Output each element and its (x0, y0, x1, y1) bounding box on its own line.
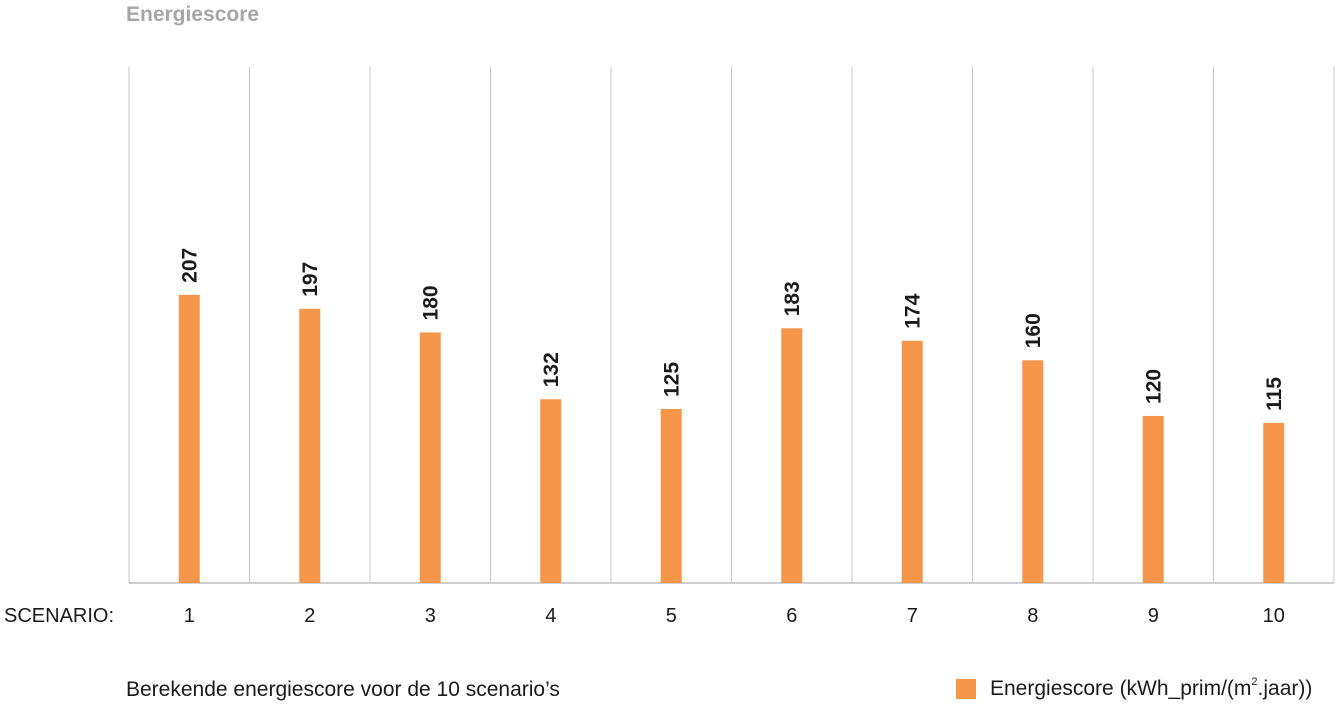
x-tick-label: 9 (1148, 605, 1159, 627)
data-label: 115 (1263, 377, 1286, 411)
bar (781, 328, 803, 583)
data-label: 174 (901, 293, 924, 328)
bar (540, 399, 562, 583)
data-label: 197 (299, 262, 322, 297)
legend-swatch (956, 678, 976, 699)
bar (660, 409, 682, 583)
bar (1263, 422, 1285, 583)
x-tick-label: 8 (1027, 605, 1038, 627)
x-tick-label: 2 (304, 605, 315, 627)
x-tick-label: 10 (1263, 605, 1285, 627)
bar (1022, 360, 1044, 583)
data-label: 120 (1142, 369, 1165, 404)
bar (419, 332, 441, 583)
chart-caption: Berekende energiescore voor de 10 scenar… (126, 678, 560, 701)
x-tick-label: 3 (425, 605, 436, 627)
data-label: 180 (419, 285, 442, 320)
bar (1142, 415, 1164, 583)
x-tick-label: 6 (786, 605, 797, 627)
data-label: 160 (1022, 313, 1045, 348)
x-axis-label: SCENARIO: (4, 605, 114, 627)
data-label: 125 (660, 362, 683, 397)
x-tick-label: 1 (184, 605, 195, 627)
data-label: 132 (540, 352, 563, 387)
data-label: 183 (781, 281, 804, 316)
x-tick-label: 4 (545, 605, 556, 627)
legend: Energiescore (kWh_prim/(m2.jaar)) (956, 676, 1312, 701)
bar-chart: SCENARIO: 207 1 197 2 180 3 132 4 125 5 183 6 174 7 160… (4, 67, 1335, 627)
x-tick-label: 5 (666, 605, 677, 627)
bar (901, 340, 923, 583)
x-tick-label: 7 (907, 605, 918, 627)
bar (299, 308, 321, 583)
data-label: 207 (178, 248, 201, 283)
chart-title: Energiescore (126, 3, 260, 26)
legend-label: Energiescore (kWh_prim/(m2.jaar)) (990, 676, 1313, 700)
bar (178, 294, 200, 583)
